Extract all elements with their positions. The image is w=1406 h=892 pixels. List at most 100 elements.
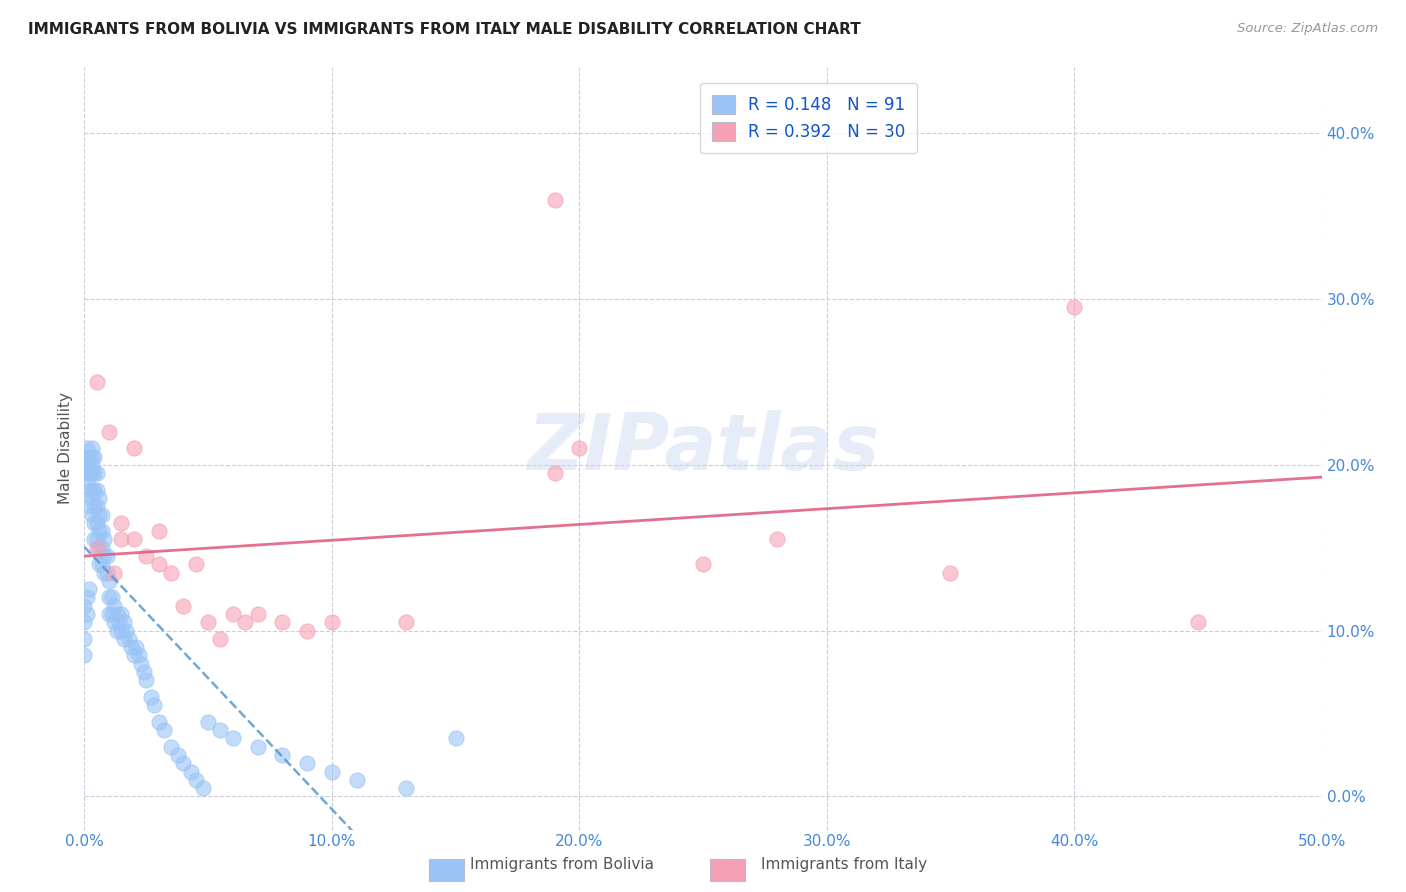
Point bbox=[395, 615, 418, 630]
Point bbox=[568, 442, 591, 455]
Point bbox=[152, 723, 174, 737]
Point bbox=[93, 549, 115, 563]
Point bbox=[100, 591, 122, 605]
Point bbox=[222, 731, 245, 746]
Point bbox=[197, 714, 219, 729]
Point bbox=[105, 607, 128, 621]
Point bbox=[209, 632, 232, 646]
Point bbox=[321, 615, 343, 630]
Point bbox=[160, 739, 183, 754]
Point bbox=[172, 756, 194, 771]
Point bbox=[160, 566, 183, 580]
Point bbox=[180, 764, 202, 779]
Text: ZIPatlas: ZIPatlas bbox=[527, 410, 879, 486]
Point bbox=[444, 731, 467, 746]
Point bbox=[89, 541, 111, 555]
Point bbox=[246, 607, 269, 621]
Point bbox=[148, 524, 170, 538]
Point bbox=[321, 764, 343, 779]
Point bbox=[73, 615, 96, 630]
Point bbox=[80, 450, 103, 464]
Point bbox=[122, 442, 145, 455]
Point bbox=[86, 533, 108, 547]
Point bbox=[692, 558, 714, 572]
Text: Immigrants from Italy: Immigrants from Italy bbox=[761, 857, 927, 872]
Point bbox=[86, 541, 108, 555]
Point bbox=[79, 466, 101, 480]
Point bbox=[73, 648, 96, 663]
Point bbox=[271, 615, 294, 630]
Point bbox=[766, 533, 789, 547]
Point bbox=[172, 599, 194, 613]
Point bbox=[184, 772, 207, 787]
Point bbox=[79, 483, 101, 497]
Point bbox=[80, 466, 103, 480]
Point bbox=[271, 747, 294, 762]
Point bbox=[103, 566, 125, 580]
Point bbox=[115, 624, 138, 638]
Point bbox=[89, 524, 111, 538]
Text: Immigrants from Bolivia: Immigrants from Bolivia bbox=[471, 857, 654, 872]
Point bbox=[135, 549, 157, 563]
Text: Source: ZipAtlas.com: Source: ZipAtlas.com bbox=[1237, 22, 1378, 36]
Point bbox=[76, 591, 98, 605]
Point bbox=[73, 599, 96, 613]
Point bbox=[86, 466, 108, 480]
Point bbox=[90, 541, 112, 555]
Point bbox=[543, 193, 565, 207]
Point bbox=[80, 508, 103, 522]
Point bbox=[83, 533, 105, 547]
Point bbox=[100, 607, 122, 621]
Point bbox=[76, 458, 98, 472]
Point bbox=[73, 632, 96, 646]
Point bbox=[93, 533, 115, 547]
Point bbox=[191, 781, 214, 796]
Point bbox=[110, 607, 132, 621]
Point bbox=[83, 516, 105, 530]
Point bbox=[80, 491, 103, 505]
Point bbox=[98, 574, 121, 588]
Point bbox=[90, 508, 112, 522]
Point bbox=[295, 756, 318, 771]
Point bbox=[76, 607, 98, 621]
Point bbox=[80, 483, 103, 497]
Point bbox=[83, 466, 105, 480]
Point bbox=[543, 466, 565, 480]
Point bbox=[89, 558, 111, 572]
Point bbox=[141, 690, 163, 704]
Point bbox=[233, 615, 256, 630]
Text: IMMIGRANTS FROM BOLIVIA VS IMMIGRANTS FROM ITALY MALE DISABILITY CORRELATION CHA: IMMIGRANTS FROM BOLIVIA VS IMMIGRANTS FR… bbox=[28, 22, 860, 37]
Point bbox=[222, 607, 245, 621]
Point bbox=[86, 500, 108, 514]
Point bbox=[79, 582, 101, 596]
Point bbox=[246, 739, 269, 754]
Point bbox=[142, 698, 165, 713]
Point bbox=[98, 607, 121, 621]
Point bbox=[346, 772, 368, 787]
Point bbox=[98, 425, 121, 439]
Point bbox=[395, 781, 418, 796]
Point bbox=[148, 714, 170, 729]
Point bbox=[129, 657, 152, 671]
Point bbox=[83, 500, 105, 514]
Point bbox=[103, 615, 125, 630]
Point bbox=[112, 615, 135, 630]
Point bbox=[86, 375, 108, 389]
Point bbox=[118, 632, 141, 646]
Point bbox=[76, 466, 98, 480]
Y-axis label: Male Disability: Male Disability bbox=[58, 392, 73, 504]
Point bbox=[83, 450, 105, 464]
Point bbox=[98, 591, 121, 605]
Point bbox=[108, 615, 131, 630]
Point bbox=[93, 566, 115, 580]
Point bbox=[128, 648, 150, 663]
Point bbox=[184, 558, 207, 572]
Point bbox=[295, 624, 318, 638]
Point bbox=[90, 558, 112, 572]
Point bbox=[110, 533, 132, 547]
Point bbox=[86, 516, 108, 530]
Point bbox=[86, 483, 108, 497]
Point bbox=[112, 632, 135, 646]
Point bbox=[120, 640, 142, 655]
Point bbox=[135, 673, 157, 688]
